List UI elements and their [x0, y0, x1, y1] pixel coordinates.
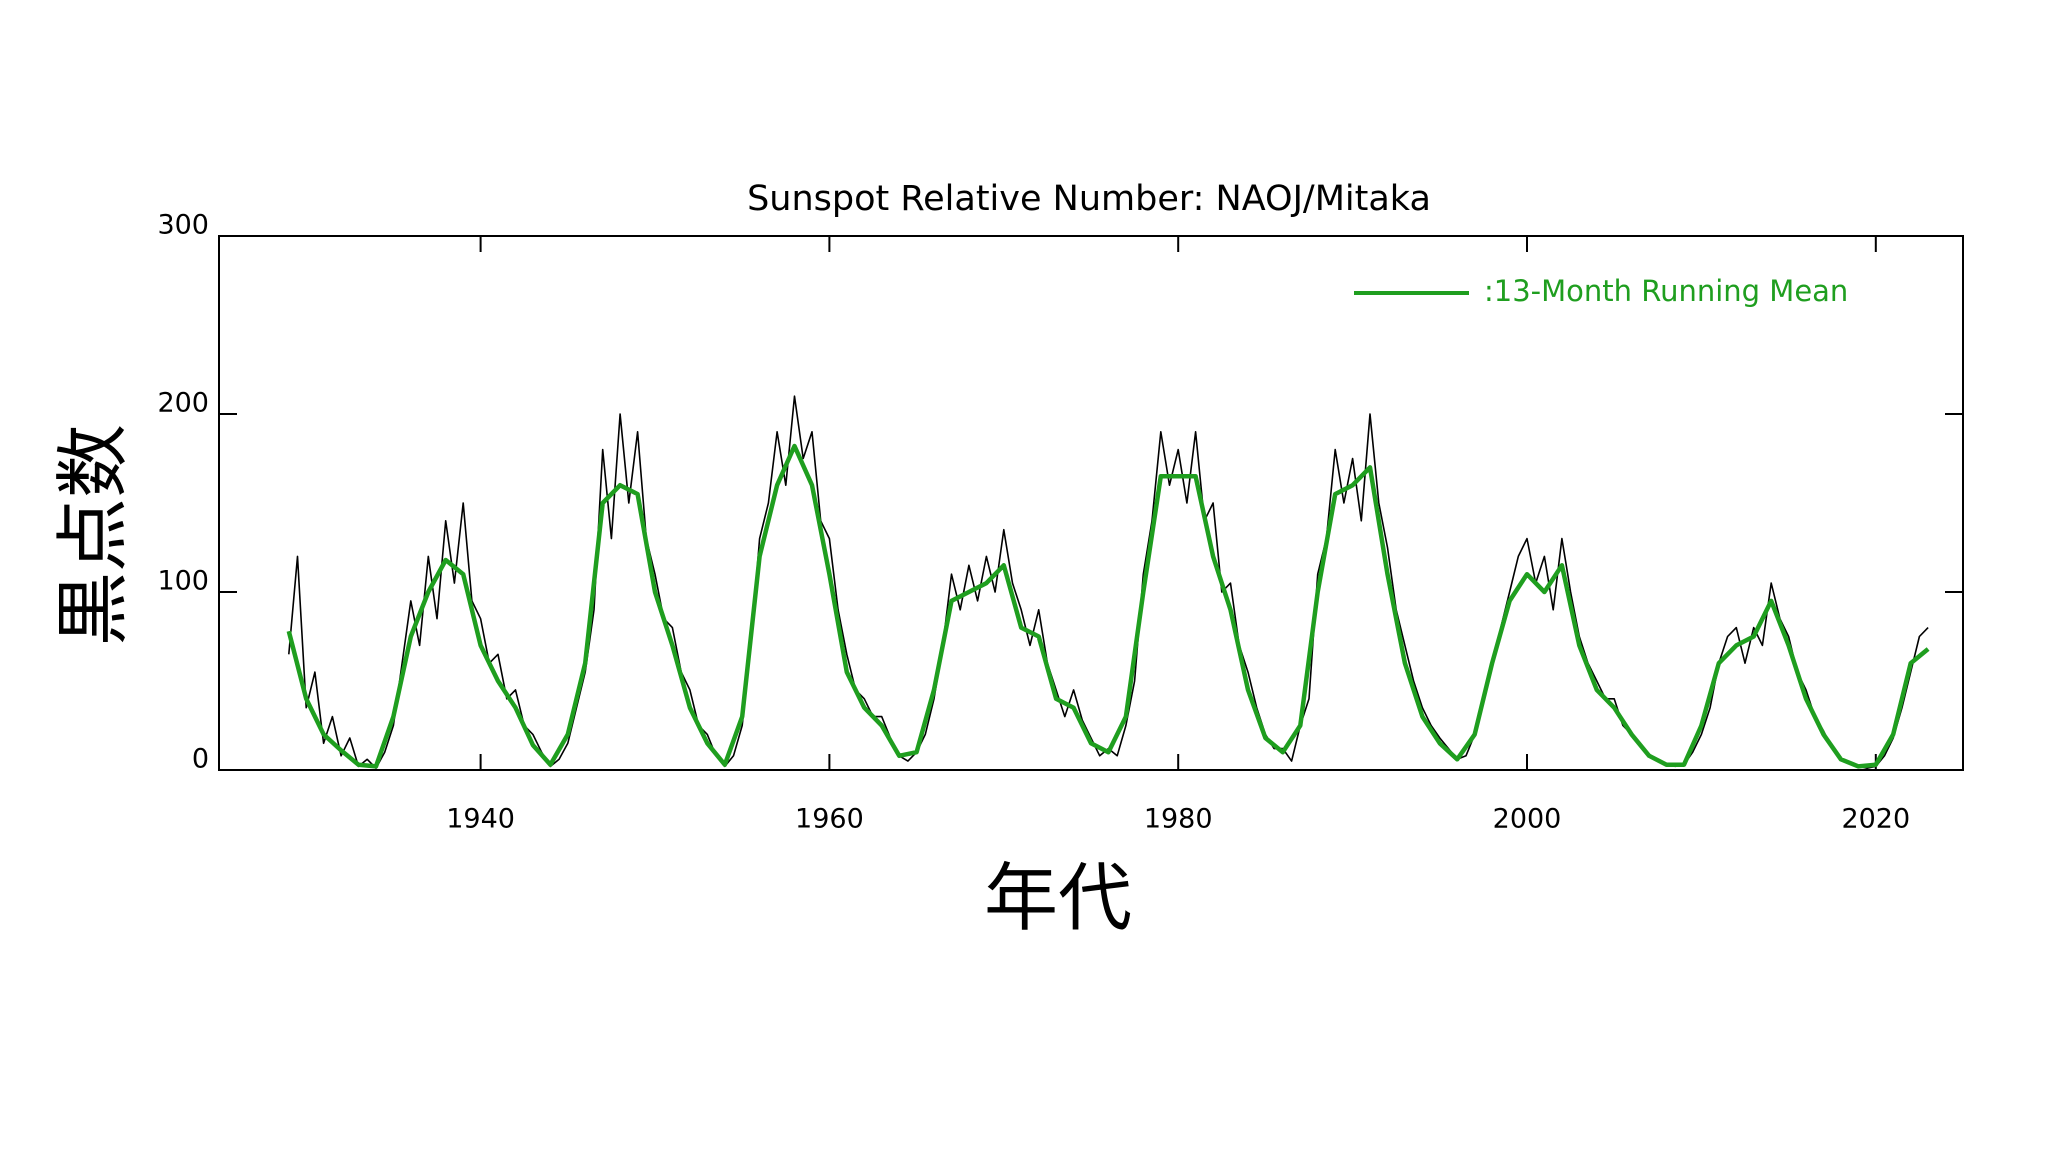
x-axis-label: 年代	[984, 856, 1132, 942]
y-tick-label: 100	[157, 566, 209, 597]
x-tick-label: 1960	[795, 804, 864, 835]
x-tick-label: 1940	[446, 804, 515, 835]
y-tick-label: 300	[157, 210, 209, 241]
legend-label: :13-Month Running Mean	[1484, 274, 1848, 308]
plot-frame	[218, 235, 1964, 771]
x-tick-label: 2000	[1493, 804, 1562, 835]
x-tick-label: 2020	[1841, 804, 1910, 835]
x-tick-label: 1980	[1144, 804, 1213, 835]
series-line	[286, 443, 1930, 769]
y-tick-label: 0	[192, 744, 209, 775]
chart-title: Sunspot Relative Number: NAOJ/Mitaka	[747, 179, 1431, 219]
y-tick-label: 200	[157, 388, 209, 419]
y-axis-label: 黒点数	[51, 424, 137, 646]
